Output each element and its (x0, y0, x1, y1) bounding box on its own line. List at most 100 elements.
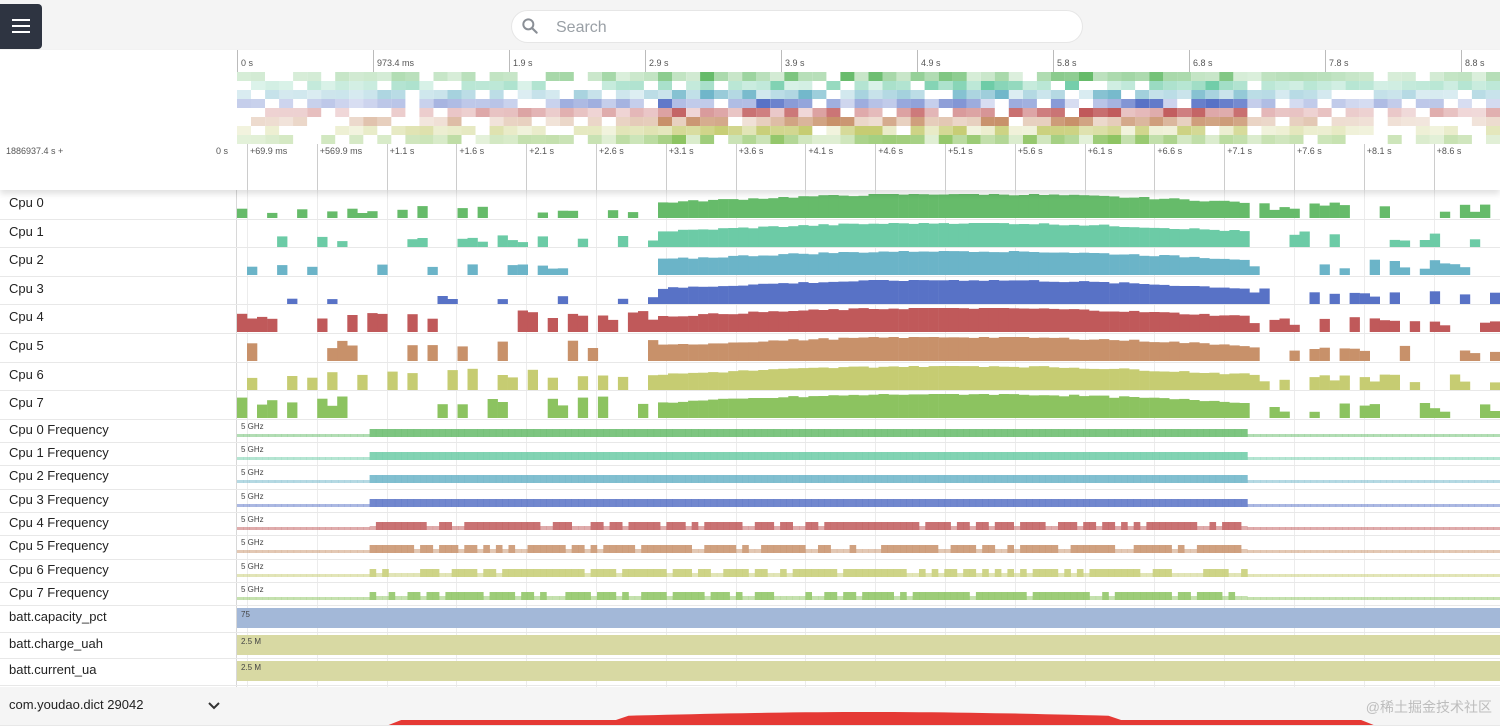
heatmap-cell (1486, 126, 1500, 135)
frequency-bar (350, 480, 358, 484)
frequency-bar (363, 550, 370, 554)
frequency-bar (1190, 428, 1198, 437)
cpu-usage-bar (1359, 293, 1370, 304)
frequency-bar (584, 428, 591, 437)
frequency-bar (729, 595, 737, 600)
frequency-bar (988, 452, 996, 461)
frequency-bar (578, 498, 585, 507)
frequency-bar (988, 526, 996, 530)
counter-track[interactable]: batt.charge_uah 2.5 M (0, 632, 1500, 660)
frequency-bar (300, 433, 307, 437)
heatmap-cell (910, 135, 925, 144)
counter-track[interactable]: batt.capacity_pct 75 (0, 605, 1500, 633)
cpu-track[interactable]: Cpu 1 (0, 219, 1500, 249)
overview-tick-label: 973.4 ms (377, 58, 415, 68)
frequency-bar (773, 452, 781, 461)
frequency-bar (1253, 457, 1261, 461)
frequency-bar (1386, 527, 1393, 530)
heatmap-cell (980, 126, 995, 135)
cpu-usage-bar (948, 337, 959, 361)
cpu-frequency-track[interactable]: Cpu 6 Frequency 5 GHz (0, 559, 1500, 583)
heatmap-cell (1079, 135, 1093, 144)
frequency-bar (1291, 457, 1299, 461)
cpu-usage-bar (1119, 340, 1130, 361)
frequency-bar (1190, 522, 1198, 530)
cpu-track[interactable]: Cpu 4 (0, 304, 1500, 334)
search-input[interactable] (554, 17, 1058, 39)
chevron-down-icon[interactable] (206, 697, 222, 713)
frequency-bar (944, 568, 951, 577)
frequency-bar (597, 568, 604, 577)
counter-track[interactable]: batt.current_ua 2.5 M (0, 658, 1500, 686)
timeline-overview[interactable]: 0 s 973.4 ms 1.9 s 2.9 s 3.9 s 4.9 s 5.8 s 6.8 … (0, 50, 1500, 190)
frequency-bar (1361, 503, 1368, 507)
cpu-track[interactable]: Cpu 0 (0, 190, 1500, 220)
frequency-bar (906, 545, 913, 554)
heatmap-cell (1275, 135, 1290, 144)
cpu-usage-bar (247, 343, 258, 361)
cpu-track[interactable]: Cpu 2 (0, 247, 1500, 277)
cpu-frequency-track[interactable]: Cpu 2 Frequency 5 GHz (0, 465, 1500, 490)
cpu-frequency-track[interactable]: Cpu 5 Frequency 5 GHz (0, 535, 1500, 560)
cpu-usage-bar (1239, 230, 1250, 247)
heatmap-cell (1429, 99, 1444, 108)
heatmap-cell (1429, 90, 1444, 99)
cpu-usage-bar (758, 198, 769, 218)
heatmap-cell (868, 117, 883, 126)
frequency-bar (704, 475, 711, 484)
frequency-bar (1247, 503, 1254, 507)
cpu-usage-bar (407, 345, 418, 361)
frequency-bar (458, 568, 465, 577)
frequency-bar (748, 452, 756, 461)
frequency-bar (704, 452, 711, 461)
cpu-frequency-track[interactable]: Cpu 1 Frequency 5 GHz (0, 442, 1500, 467)
frequency-bar (287, 480, 295, 484)
cpu-track[interactable]: Cpu 7 (0, 390, 1500, 420)
heatmap-cell (1317, 72, 1332, 81)
cpu-usage-bar (818, 223, 829, 247)
frequency-bar (1386, 503, 1393, 507)
heatmap-cell (293, 72, 308, 81)
heatmap-cell (489, 108, 504, 117)
heatmap-cell (489, 117, 504, 126)
cpu-usage-bar (1399, 345, 1411, 361)
cpu-frequency-track[interactable]: Cpu 3 Frequency 5 GHz (0, 489, 1500, 513)
cpu-usage-bar (497, 298, 508, 304)
frequency-bar (565, 498, 572, 507)
heatmap-cell (1303, 99, 1318, 108)
frequency-bar (874, 452, 882, 461)
cpu-frequency-track[interactable]: Cpu 7 Frequency 5 GHz (0, 582, 1500, 607)
frequency-bar (836, 428, 844, 437)
frequency-bar (1405, 433, 1412, 437)
track-divider (236, 190, 237, 725)
cpu-track[interactable]: Cpu 3 (0, 276, 1500, 306)
frequency-bar (634, 549, 642, 554)
frequency-bar (893, 522, 901, 530)
cpu-usage-bar (678, 229, 689, 247)
search-box[interactable] (512, 11, 1082, 42)
frequency-bar (1474, 550, 1482, 554)
cpu-frequency-track[interactable]: Cpu 0 Frequency 5 GHz (0, 419, 1500, 444)
cpu-usage-bar (1059, 337, 1070, 361)
hamburger-menu-icon[interactable] (0, 4, 42, 49)
cpu-usage-bar (748, 256, 759, 276)
frequency-bar (357, 527, 364, 530)
cpu-frequency-track[interactable]: Cpu 4 Frequency 5 GHz (0, 512, 1500, 537)
cpu-track[interactable]: Cpu 6 (0, 362, 1500, 392)
cpu-track[interactable]: Cpu 5 (0, 333, 1500, 363)
frequency-bar (704, 498, 711, 507)
cpu-usage-bar (1389, 239, 1400, 247)
relative-tick-line (247, 144, 248, 190)
frequency-bar (1285, 527, 1292, 530)
process-track[interactable]: com.youdao.dict 29042 (0, 686, 1500, 726)
frequency-bar (1474, 527, 1482, 530)
frequency-bar (300, 457, 307, 461)
frequency-bar (1209, 545, 1217, 554)
heatmap-cell (251, 117, 265, 126)
heatmap-cell (1177, 135, 1192, 144)
cpu-usage-bar (507, 239, 518, 247)
heatmap-cell (658, 90, 672, 99)
heatmap-cell (1289, 126, 1304, 135)
heatmap-cell (265, 108, 280, 117)
frequency-bar (426, 452, 434, 461)
